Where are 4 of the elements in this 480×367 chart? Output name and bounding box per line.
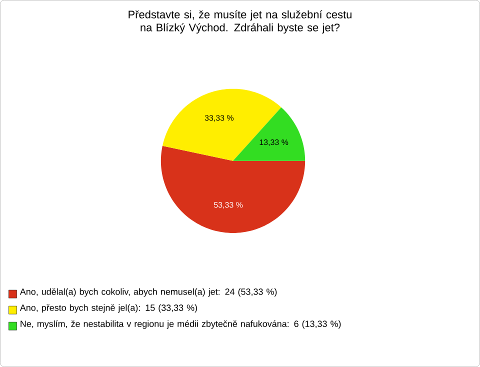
legend-label: Ano, udělal(a) bych cokoliv, abych nemusel(a) jet: 24 (53,33 %): [20, 288, 277, 297]
legend-label: Ano, přesto bych stejně jel(a): 15 (33,33 %): [20, 304, 197, 313]
legend-label: Ne, myslím, že nestabilita v regionu je médii zbytečně nafukována: 6 (13,33 %): [20, 320, 341, 329]
chart-title: Představte si, že musíte jet na služební cestu na Blízký Východ. Zdráhali byste se jet?: [128, 10, 352, 34]
